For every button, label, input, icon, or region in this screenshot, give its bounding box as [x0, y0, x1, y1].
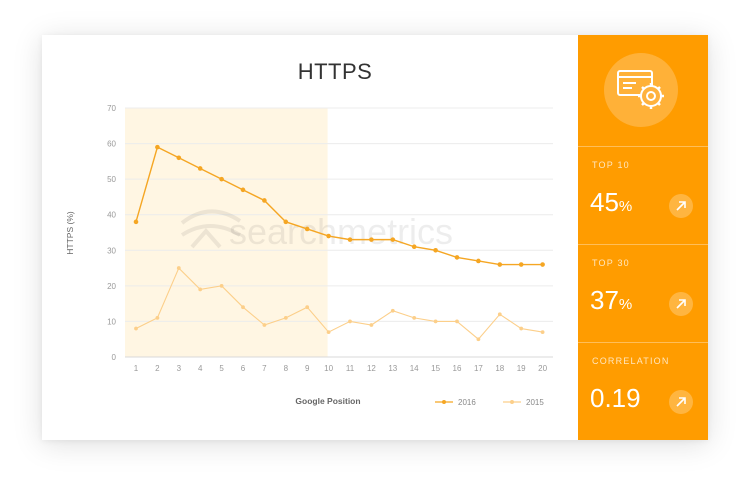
stat-label: CORRELATION: [592, 356, 670, 366]
y-axis-label: HTTPS (%): [65, 211, 75, 255]
arrow-up-right-icon[interactable]: [669, 292, 693, 316]
x-tick-label: 5: [219, 364, 224, 373]
watermark-logo: searchmetrics: [229, 211, 453, 252]
x-tick-label: 19: [517, 364, 526, 373]
x-tick-label: 18: [495, 364, 504, 373]
x-tick-label: 11: [346, 364, 355, 373]
x-tick-label: 14: [410, 364, 419, 373]
x-tick-label: 3: [177, 364, 182, 373]
chart-title: HTTPS: [297, 59, 373, 84]
x-tick-label: 17: [474, 364, 483, 373]
arrow-up-right-icon[interactable]: [669, 390, 693, 414]
y-tick-label: 50: [107, 175, 116, 184]
data-point-2016: [283, 219, 289, 225]
data-point-2016: [369, 237, 374, 242]
stat-label: TOP 10: [592, 160, 630, 170]
data-point-2016: [326, 233, 331, 239]
series-line-2015: [135, 267, 543, 340]
data-point-2015: [390, 308, 395, 313]
x-tick-label: 2: [155, 364, 160, 373]
x-tick-label: 7: [262, 364, 267, 373]
x-tick-label: 16: [453, 364, 462, 373]
y-tick-label: 20: [107, 282, 116, 291]
y-tick-label: 30: [107, 246, 116, 255]
settings-window-icon: [604, 53, 678, 127]
data-point-2015: [369, 323, 374, 327]
data-point-2015: [497, 312, 502, 317]
data-point-2016: [262, 198, 267, 203]
series-line-2016: [135, 146, 543, 266]
x-tick-label: 4: [198, 364, 203, 373]
arrow-up-right-icon[interactable]: [669, 194, 693, 218]
legend-label: 2016: [458, 398, 476, 407]
watermark-swoosh: [180, 209, 242, 249]
data-point-2015: [540, 330, 545, 334]
stat-label: TOP 30: [592, 258, 630, 268]
data-point-2015: [412, 315, 417, 320]
data-point-2016: [176, 155, 182, 161]
stat-value: 45%: [590, 187, 633, 217]
data-point-2016: [240, 187, 246, 193]
data-point-2015: [348, 319, 352, 324]
y-tick-label: 40: [107, 211, 116, 220]
data-point-2016: [540, 262, 545, 267]
data-point-2016: [155, 144, 160, 150]
y-tick-label: 10: [107, 317, 116, 326]
legend-marker-2015: [510, 400, 514, 404]
data-point-2016: [454, 255, 460, 260]
data-point-2015: [198, 287, 203, 292]
stat-value: 37%: [590, 285, 633, 315]
data-point-2016: [197, 166, 203, 171]
data-point-2016: [133, 219, 139, 225]
legend-marker-2016: [442, 400, 446, 404]
stat-top30: TOP 30 37%: [578, 244, 708, 343]
stat-top10: TOP 10 45%: [578, 146, 708, 245]
x-tick-label: 1: [134, 364, 139, 373]
stat-value: 0.19: [590, 383, 641, 413]
data-point-2015: [519, 326, 524, 331]
data-point-2015: [433, 319, 438, 324]
x-tick-label: 20: [538, 364, 547, 373]
data-point-2016: [518, 262, 524, 267]
x-tick-label: 12: [367, 364, 376, 373]
data-point-2015: [305, 305, 310, 310]
data-point-2016: [347, 237, 353, 242]
x-tick-label: 8: [284, 364, 289, 373]
x-axis-label: Google Position: [295, 396, 360, 406]
data-point-2015: [476, 337, 481, 342]
data-point-2016: [497, 262, 503, 267]
data-point-2016: [304, 226, 310, 232]
stat-correlation: CORRELATION 0.19: [578, 342, 708, 441]
data-point-2015: [241, 305, 245, 310]
data-point-2015: [326, 330, 331, 334]
data-point-2015: [134, 326, 138, 331]
data-point-2016: [411, 244, 417, 250]
data-point-2015: [155, 315, 160, 320]
data-point-2015: [219, 283, 224, 288]
data-point-2016: [476, 258, 481, 264]
stats-panel: TOP 10 45% TOP 30 37% CORRELATION 0.19: [578, 35, 708, 440]
data-point-2015: [455, 319, 459, 324]
report-card: HTTPS 0 10 20 30 40 50 60 70 searchmetrics 1 2 3 4 5 6…: [42, 35, 708, 440]
y-tick-label: 70: [107, 104, 116, 113]
x-tick-label: 15: [431, 364, 440, 373]
data-point-2015: [283, 315, 288, 320]
x-tick-label: 6: [241, 364, 246, 373]
x-tick-label: 9: [305, 364, 310, 373]
data-point-2016: [433, 247, 438, 253]
x-tick-label: 13: [388, 364, 397, 373]
data-point-2016: [390, 237, 396, 242]
chart-area: HTTPS 0 10 20 30 40 50 60 70 searchmetrics 1 2 3 4 5 6…: [42, 35, 578, 440]
data-point-2016: [219, 176, 224, 182]
y-tick-label: 60: [107, 140, 116, 149]
x-tick-label: 10: [324, 364, 333, 373]
data-point-2015: [176, 266, 181, 270]
y-tick-label: 0: [112, 353, 117, 362]
data-point-2015: [262, 323, 267, 327]
legend-label: 2015: [526, 398, 544, 407]
